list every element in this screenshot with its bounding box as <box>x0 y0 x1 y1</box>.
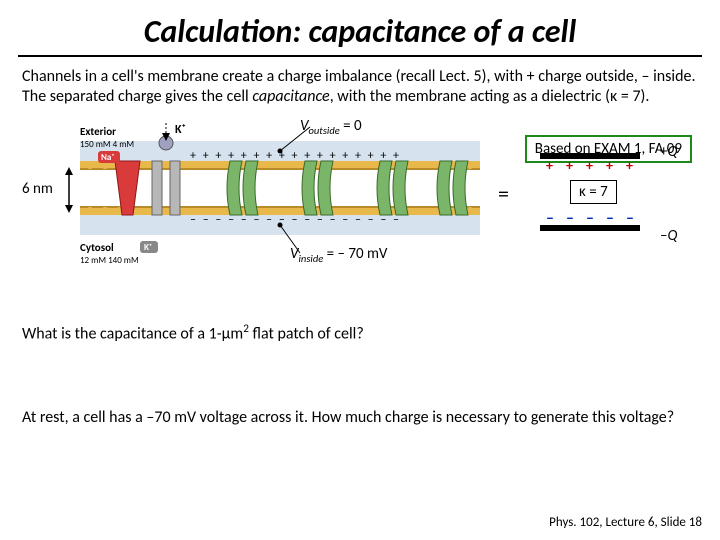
svg-text:+ + + + + + + + + + + + + + +: + + + + + + + + + + + + + + + + + <box>190 149 401 163</box>
v-outside-label: Voutside = 0 <box>300 117 362 137</box>
v-inside-label: Vinside = – 70 mV <box>290 245 387 265</box>
kappa-box: κ = 7 <box>570 180 617 204</box>
figure-area: 6 nm <box>0 115 720 270</box>
svg-text:12 mM 140 mM: 12 mM 140 mM <box>80 255 139 266</box>
v-in-val: = – 70 mV <box>323 245 387 263</box>
q1-post: flat patch of cell? <box>249 324 364 343</box>
thickness-label: 6 nm <box>22 180 53 198</box>
slide-footer: Phys. 102, Lecture 6, Slide 18 <box>549 515 702 530</box>
svg-text:–: – <box>566 209 574 228</box>
svg-text:150 mM 4 mM: 150 mM 4 mM <box>80 139 134 150</box>
intro-part2: , with the membrane acting as a dielectr… <box>330 87 650 106</box>
svg-text:K⁺: K⁺ <box>144 242 152 253</box>
minus-q-label: –Q <box>660 227 677 245</box>
svg-text:Na⁺: Na⁺ <box>101 152 115 163</box>
svg-text:–: – <box>606 209 614 228</box>
equals-sign: = <box>498 180 509 207</box>
membrane-diagram: K⁺ + + + + + + + + + + + + + + + + + – –… <box>80 123 480 268</box>
v-out-symbol: V <box>300 117 309 135</box>
svg-text:– – – – – – – – – – – – – – –: – – – – – – – – – – – – – – – – – <box>190 213 401 227</box>
svg-text:K⁺: K⁺ <box>175 123 186 137</box>
svg-text:–: – <box>546 209 554 228</box>
thickness-arrow-icon <box>62 167 76 213</box>
svg-text:+: + <box>586 157 593 174</box>
v-in-symbol: V <box>290 245 299 263</box>
svg-text:+: + <box>566 157 573 174</box>
v-out-val: = 0 <box>340 117 362 135</box>
exterior-label: Exterior <box>80 125 116 138</box>
svg-text:+: + <box>606 157 613 174</box>
q1-pre: What is the capacitance of a 1-μm <box>22 324 243 343</box>
intro-paragraph: Channels in a cell's membrane create a c… <box>0 67 720 107</box>
v-in-sub: inside <box>299 252 324 265</box>
question-2: At rest, a cell has a –70 mV voltage acr… <box>22 408 698 428</box>
v-out-sub: outside <box>309 124 340 137</box>
plus-q-label: +Q <box>660 143 677 161</box>
svg-text:–: – <box>586 209 594 228</box>
question-1: What is the capacitance of a 1-μm2 flat … <box>22 322 364 343</box>
svg-text:+: + <box>626 157 633 174</box>
intro-capacitance: capacitance <box>252 87 329 106</box>
svg-text:Cytosol: Cytosol <box>80 241 114 254</box>
svg-text:+: + <box>546 157 553 174</box>
svg-text:–: – <box>626 209 634 228</box>
slide-title: Calculation: capacitance of a cell <box>18 0 702 57</box>
